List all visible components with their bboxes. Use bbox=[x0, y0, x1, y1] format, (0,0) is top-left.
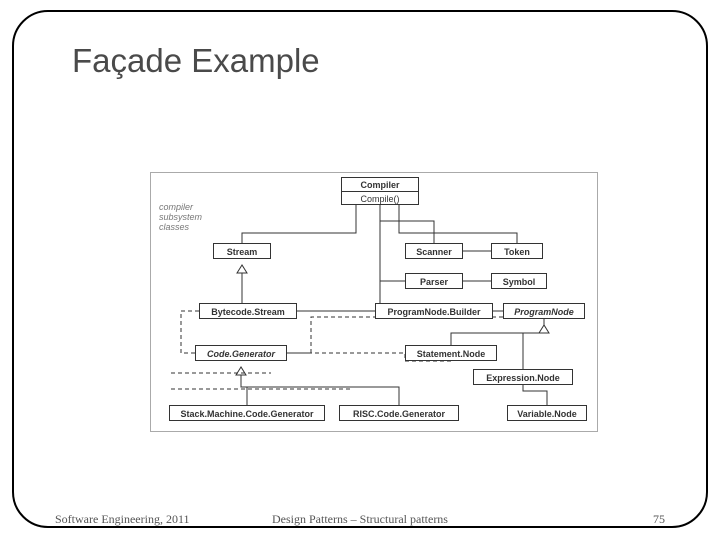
node-risc: RISC.Code.Generator bbox=[339, 405, 459, 421]
slide-frame: Façade Example compiler subsystem classe… bbox=[12, 10, 708, 528]
node-symbol: Symbol bbox=[491, 273, 547, 289]
node-parser: Parser bbox=[405, 273, 463, 289]
node-token: Token bbox=[491, 243, 543, 259]
node-compiler_name: Compiler bbox=[341, 177, 419, 191]
node-stream: Stream bbox=[213, 243, 271, 259]
facade-diagram: compiler subsystem classes CompilerCompi… bbox=[150, 172, 598, 432]
node-stmtnode: Statement.Node bbox=[405, 345, 497, 361]
subsystem-label: compiler subsystem classes bbox=[159, 203, 202, 233]
footer-right: 75 bbox=[653, 512, 665, 527]
footer-center: Design Patterns – Structural patterns bbox=[0, 512, 720, 527]
subsystem-label-l2: subsystem bbox=[159, 212, 202, 222]
node-exprnode: Expression.Node bbox=[473, 369, 573, 385]
subsystem-label-l3: classes bbox=[159, 222, 189, 232]
node-scanner: Scanner bbox=[405, 243, 463, 259]
slide-title: Façade Example bbox=[72, 42, 320, 80]
node-programnode: ProgramNode bbox=[503, 303, 585, 319]
node-varnode: Variable.Node bbox=[507, 405, 587, 421]
node-pnb: ProgramNode.Builder bbox=[375, 303, 493, 319]
subsystem-label-l1: compiler bbox=[159, 202, 193, 212]
node-smcg: Stack.Machine.Code.Generator bbox=[169, 405, 325, 421]
node-bytecodestream: Bytecode.Stream bbox=[199, 303, 297, 319]
node-codegen: Code.Generator bbox=[195, 345, 287, 361]
node-compiler_method: Compile() bbox=[341, 191, 419, 205]
